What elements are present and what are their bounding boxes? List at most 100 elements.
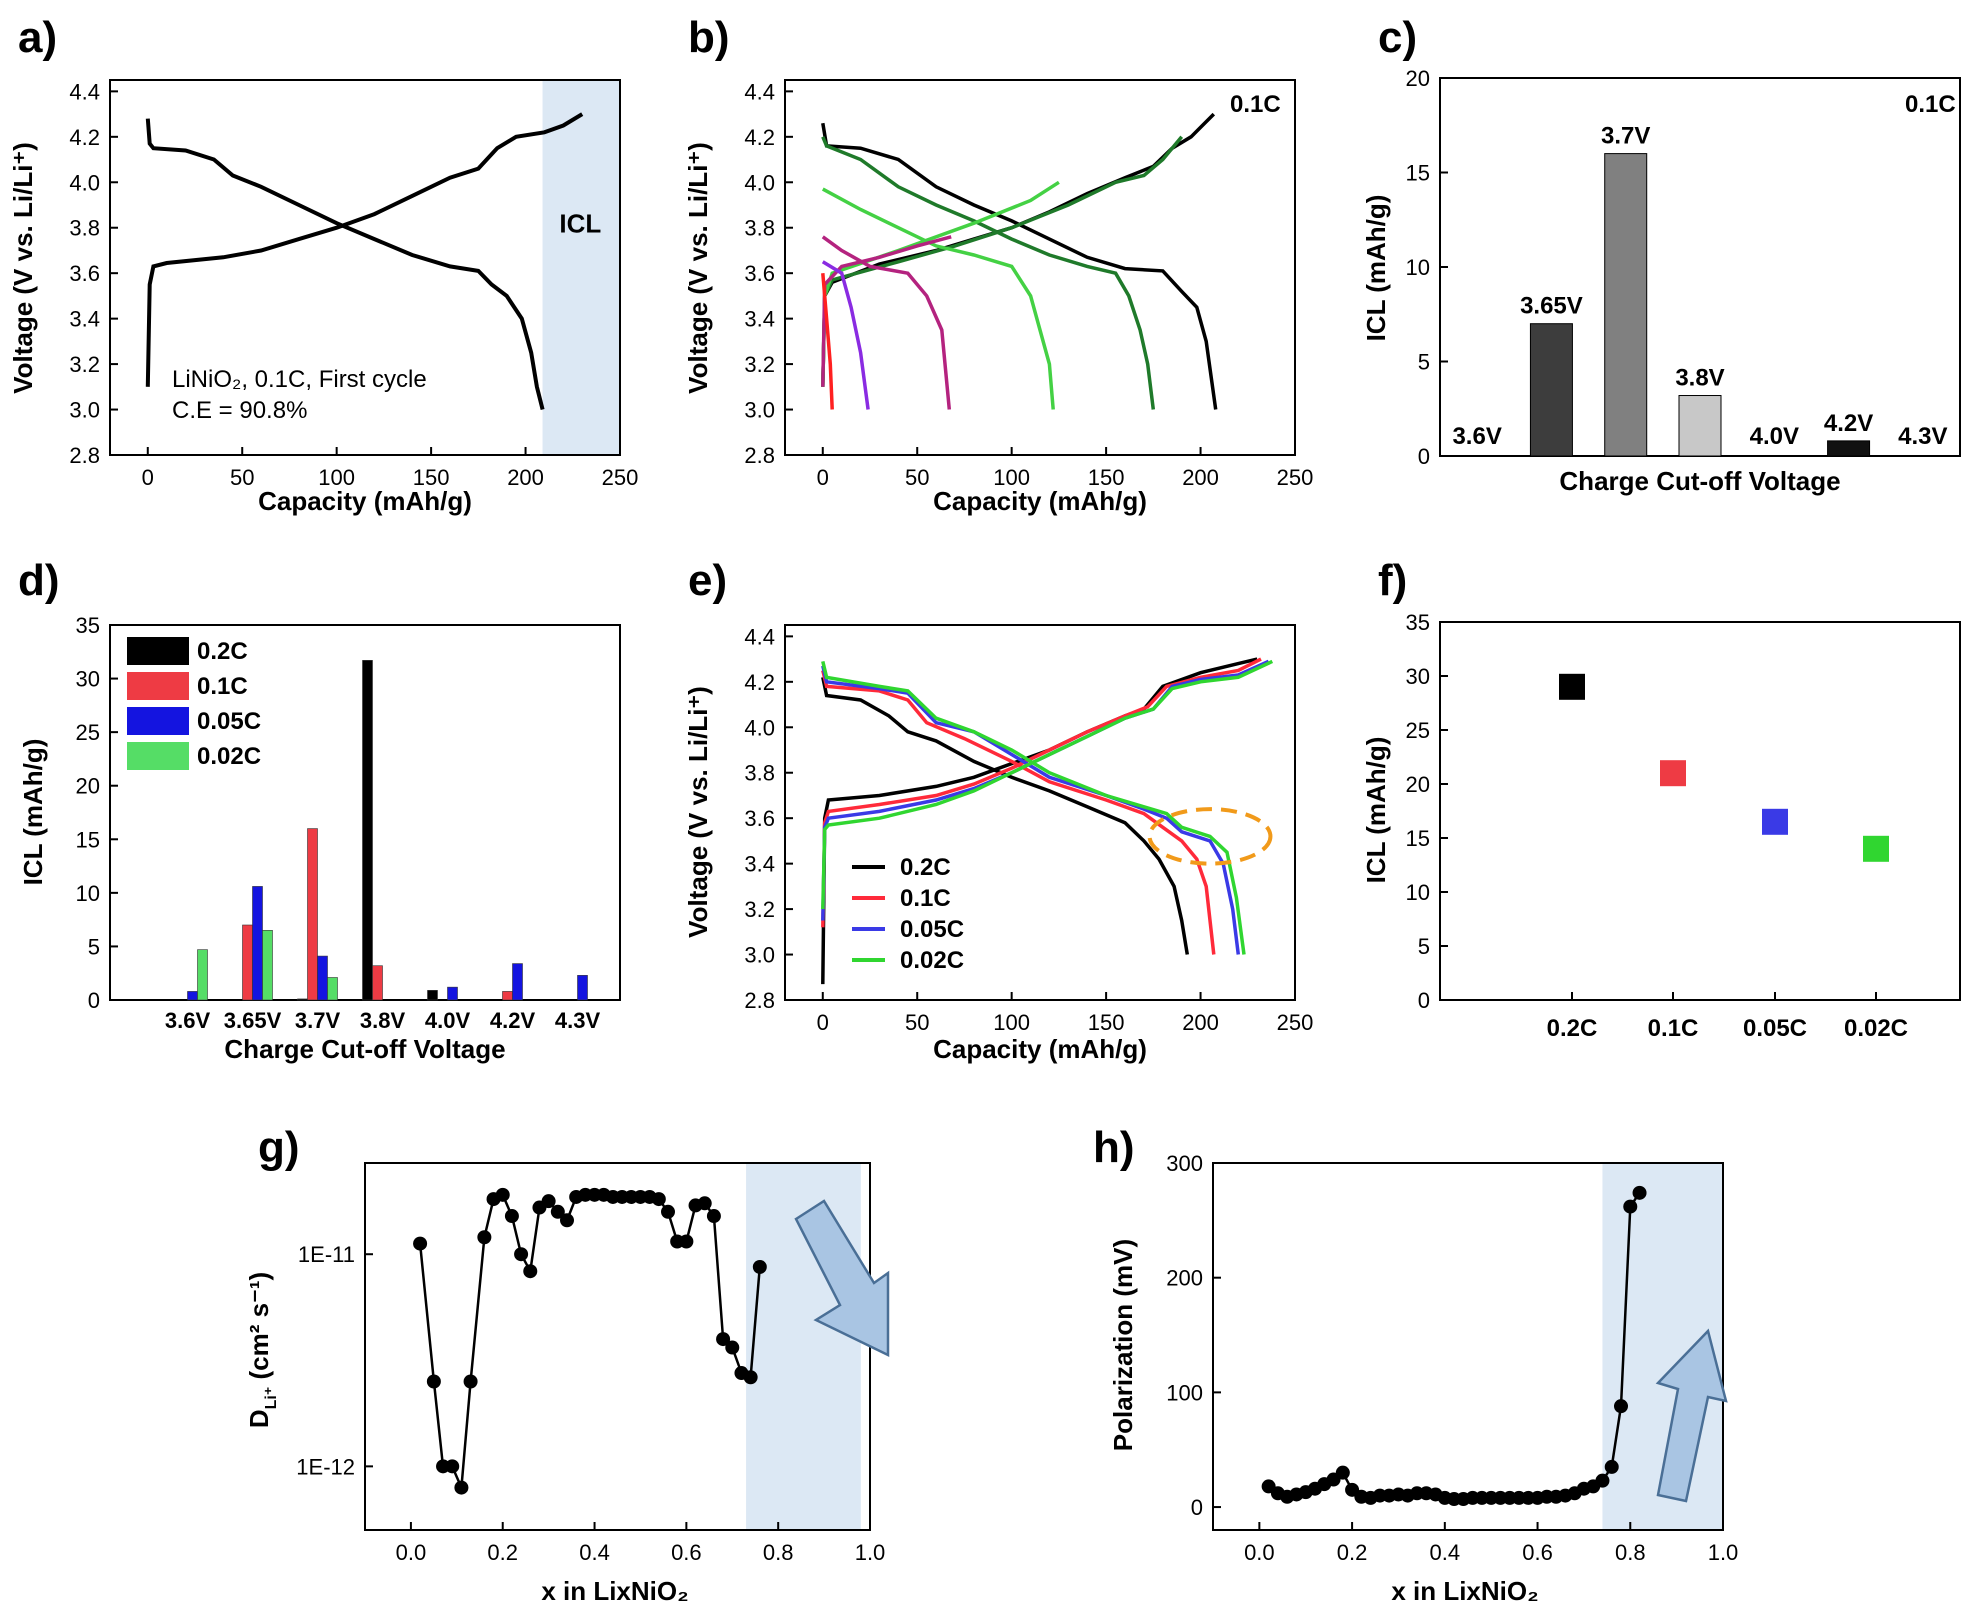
- x-tick-label: 3.6V: [165, 1008, 211, 1033]
- panel-d: 3.6V 3.65V 3.7V 3.8V 4.0V 4.2V 4.3V 0 5 10 15 20 25 3…: [18, 556, 621, 1064]
- bar: [447, 986, 458, 1001]
- x-tick-label: 150: [1088, 465, 1125, 490]
- discharge-curve: [821, 676, 1190, 955]
- legend-label: 0.05C: [197, 708, 261, 735]
- bar: [1678, 395, 1722, 457]
- x-tick-label: 250: [1277, 1010, 1314, 1035]
- y-tick-label: 0: [88, 988, 100, 1013]
- data-point: [1595, 1473, 1610, 1488]
- data-line: [418, 1193, 762, 1489]
- y-tick-label: 15: [1406, 826, 1430, 851]
- charge-curve: [821, 657, 1262, 928]
- x-tick-label: 200: [1182, 465, 1219, 490]
- legend-swatch: [127, 707, 189, 735]
- data-point: [716, 1332, 731, 1347]
- x-tick-label: 250: [602, 465, 639, 490]
- data-point: [679, 1234, 694, 1249]
- legend-swatch: [127, 637, 189, 665]
- legend-label: 0.2C: [197, 638, 248, 665]
- bar: [427, 990, 438, 1001]
- y-axis-label: Voltage (V vs. Li/Li⁺): [683, 686, 713, 938]
- y-tick-label: 3.8: [69, 216, 100, 241]
- bar: [1604, 153, 1648, 457]
- x-tick-label: 0: [817, 1010, 829, 1035]
- data-point: [445, 1459, 460, 1474]
- y-axis-label: Polarization (mV): [1108, 1239, 1138, 1451]
- annotation: C.E = 90.8%: [172, 397, 307, 424]
- y-tick-label: 35: [76, 613, 100, 638]
- x-axis-label: Charge Cut-off Voltage: [1559, 466, 1840, 496]
- x-axis-label: x in LixNiO₂: [541, 1576, 688, 1606]
- x-tick-label: 100: [993, 465, 1030, 490]
- y-tick-label: 4.0: [744, 170, 775, 195]
- bar: [262, 930, 273, 1001]
- y-tick-label: 3.6: [69, 261, 100, 286]
- y-axis-label: DLi⁺ (cm² s⁻¹): [244, 1272, 280, 1428]
- arrow-down-icon: [794, 1199, 890, 1357]
- x-tick-label: 100: [318, 465, 355, 490]
- y-tick-label: 20: [1406, 66, 1430, 91]
- x-tick-label: 50: [230, 465, 254, 490]
- data-point: [725, 1340, 740, 1355]
- bar-label: 4.3V: [1898, 423, 1947, 450]
- y-axis-label: ICL (mAh/g): [1361, 737, 1391, 884]
- panel-label: g): [258, 1123, 300, 1172]
- bar: [1529, 323, 1573, 457]
- data-point: [706, 1209, 721, 1224]
- y-tick-label: 25: [1406, 718, 1430, 743]
- discharge-curve: [821, 670, 1216, 955]
- y-tick-label: 20: [76, 774, 100, 799]
- legend-label: 0.02C: [197, 743, 261, 770]
- y-tick-label: 0: [1191, 1495, 1203, 1520]
- bar: [1827, 440, 1871, 457]
- bar: [307, 828, 318, 1001]
- x-tick-label: 0.4: [1430, 1540, 1461, 1565]
- bar: [577, 975, 588, 1001]
- y-tick-label: 30: [76, 667, 100, 692]
- series-line: [821, 122, 1218, 410]
- series-line: [821, 235, 952, 410]
- y-tick-label: 4.4: [744, 624, 775, 649]
- y-tick-label: 1E-11: [298, 1242, 355, 1267]
- y-tick-label: 1E-12: [296, 1454, 355, 1479]
- y-tick-label: 3.8: [744, 761, 775, 786]
- x-tick-label: 0: [817, 465, 829, 490]
- charge-curve: [821, 657, 1258, 985]
- icl-label: ICL: [559, 208, 601, 238]
- y-tick-label: 3.4: [744, 852, 775, 877]
- x-tick-label: 150: [1088, 1010, 1125, 1035]
- data-point: [752, 1259, 767, 1274]
- y-tick-label: 3.0: [69, 398, 100, 423]
- plot-frame: [109, 79, 621, 456]
- panel-b: 0 50 100 150 200 250 2.8 3.0 3.2 3.4 3.6 3.8 4.0 4.2 4…: [683, 13, 1313, 516]
- bar-label: 3.8V: [1675, 365, 1724, 392]
- y-tick-label: 4.4: [744, 79, 775, 104]
- y-tick-label: 0: [1418, 444, 1430, 469]
- y-tick-label: 10: [1406, 880, 1430, 905]
- data-point: [523, 1264, 538, 1279]
- bar-label: 3.6V: [1452, 423, 1501, 450]
- data-point: [413, 1236, 428, 1251]
- data-point: [426, 1374, 441, 1389]
- y-tick-label: 200: [1166, 1266, 1203, 1291]
- legend-label: 0.1C: [900, 885, 951, 912]
- y-tick-label: 3.2: [69, 352, 100, 377]
- x-tick-label: 50: [905, 1010, 929, 1035]
- data-point: [477, 1230, 492, 1245]
- panel-label: b): [688, 13, 730, 62]
- y-tick-label: 3.4: [69, 307, 100, 332]
- bar: [502, 991, 513, 1001]
- annotation: 0.1C: [1230, 91, 1281, 118]
- series-line: [821, 260, 870, 410]
- plot-frame: [1212, 1162, 1724, 1531]
- y-tick-label: 3.2: [744, 897, 775, 922]
- bar: [327, 977, 338, 1001]
- x-axis-label: Capacity (mAh/g): [258, 486, 472, 516]
- x-tick-label: 0.05C: [1743, 1015, 1807, 1042]
- x-tick-label: 3.7V: [295, 1008, 341, 1033]
- bar: [297, 998, 308, 1001]
- legend-label: 0.1C: [197, 673, 248, 700]
- data-point: [1614, 1399, 1628, 1414]
- data-point: [651, 1192, 666, 1207]
- x-tick-label: 250: [1277, 465, 1314, 490]
